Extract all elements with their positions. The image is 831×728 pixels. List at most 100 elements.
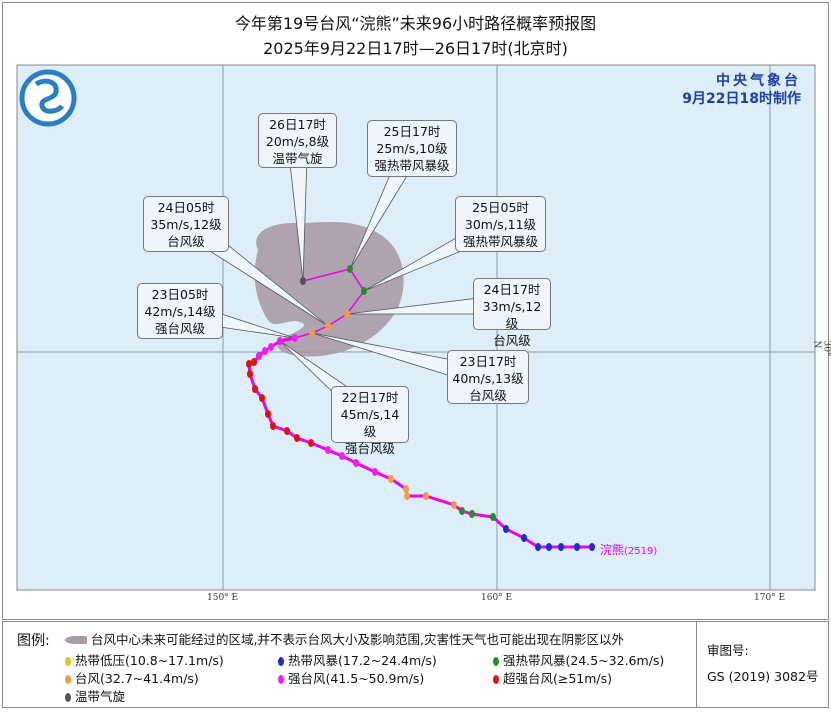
outer-frame: [2, 2, 829, 620]
forecast-label: 25日05时 30m/s,11级 强热带风暴级: [455, 196, 546, 252]
track-point-typhoon: [423, 492, 429, 500]
track-point-typhoon: [451, 501, 457, 509]
lon-label: 150° E: [207, 593, 239, 603]
probability-area-icon: [65, 636, 87, 644]
legend: 图例: 台风中心未来可能经过的区域,并不表示台风大小及影响范围,灾害性天气也可能…: [2, 621, 829, 708]
track-point-super-typhoon: [259, 394, 265, 402]
track-point-typhoon: [344, 310, 350, 318]
legend-item: 强热带风暴(24.5~32.6m/s): [493, 650, 664, 669]
forecast-label: 25日17时 25m/s,10级 强热带风暴级: [367, 120, 457, 177]
forecast-label-level: 强热带风暴级: [374, 158, 450, 173]
legend-item: 台风(32.7~41.4m/s): [65, 668, 199, 687]
track-point-super-typhoon: [251, 358, 257, 366]
legend-item: 超强台风(≥51m/s): [493, 668, 612, 687]
track-point-typhoon: [325, 322, 331, 330]
map-title: 今年第19号台风“浣熊”未来96小时路径概率预报图: [234, 14, 597, 33]
track-point-super-typhoon: [308, 439, 314, 447]
forecast-label-level: 强台风级: [154, 321, 205, 336]
track-point-super-typhoon: [284, 427, 290, 435]
track-point-severe-typhoon: [277, 337, 283, 345]
track-point-severe-typhoon: [339, 452, 345, 460]
legend-item: 热带风暴(17.2~24.4m/s): [278, 650, 437, 669]
forecast-label-level: 台风级: [469, 388, 507, 403]
track-point-typhoon: [388, 475, 394, 483]
legend-item-label: 超强台风(≥51m/s): [503, 671, 613, 686]
forecast-label-level: 台风级: [167, 234, 205, 249]
track-point-super-typhoon: [247, 370, 253, 378]
typhoon-code: (2519): [624, 546, 658, 557]
typhoon-name-label: 浣熊(2519): [600, 541, 657, 558]
forecast-label: 23日05时 42m/s,14级 强台风级: [137, 283, 223, 339]
review-label: 审图号:: [707, 643, 749, 658]
issuer-name: 中央气象台: [716, 73, 801, 89]
legend-item-label: 热带低压(10.8~17.1m/s): [75, 653, 224, 668]
legend-item-label: 强台风(41.5~50.9m/s): [288, 671, 425, 686]
track-point-tropical-storm: [574, 543, 580, 551]
track-point-severe-typhoon: [325, 446, 331, 454]
forecast-label: 22日17时 45m/s,14级强台风级: [331, 386, 409, 456]
track-point-severe-typhoon: [262, 347, 268, 355]
forecast-label-time: 26日17时: [269, 117, 326, 132]
forecast-label-time: 25日17时: [383, 124, 441, 139]
typhoon-name: 浣熊: [600, 543, 625, 557]
track-point-tropical-storm: [546, 543, 552, 551]
track-point-severe-tropical-storm: [347, 265, 353, 273]
track-point-severe-tropical-storm: [490, 513, 496, 521]
legend-title: 图例:: [17, 633, 50, 649]
typhoon-track: [246, 265, 595, 551]
typhoon-symbol-icon: [65, 693, 71, 702]
forecast-label: 24日17时 33m/s,12级台风级: [473, 278, 551, 348]
forecast-label-time: 22日17时: [341, 390, 399, 405]
lon-label: 160° E: [481, 593, 513, 603]
forecast-label-wind: 33m/s,12级: [482, 299, 542, 331]
typhoon-symbol-icon: [65, 657, 71, 666]
track-point-severe-tropical-storm: [469, 510, 475, 518]
forecast-label: 26日17时 20m/s,8级 温带气旋: [258, 113, 337, 168]
track-point-severe-tropical-storm: [459, 507, 465, 515]
legend-item: 强台风(41.5~50.9m/s): [278, 668, 424, 687]
typhoon-symbol-icon: [493, 657, 499, 666]
track-point-severe-typhoon: [256, 352, 262, 360]
legend-item: 温带气旋: [65, 686, 125, 705]
forecast-label-level: 强台风级: [344, 441, 395, 456]
issue-time: 9月22日18时制作: [682, 91, 801, 107]
forecast-label-wind: 20m/s,8级: [265, 134, 330, 149]
legend-item-label: 强热带风暴(24.5~32.6m/s): [503, 653, 665, 668]
forecast-label-wind: 45m/s,14级: [340, 407, 400, 439]
track-point-typhoon: [309, 329, 315, 337]
track-point-tropical-storm: [558, 543, 564, 551]
forecast-label-time: 24日05时: [157, 200, 215, 215]
forecast-label-level: 温带气旋: [272, 151, 323, 166]
track-point-tropical-storm: [521, 534, 527, 542]
probability-area: [254, 222, 404, 357]
forecast-label-level: 台风级: [493, 333, 531, 348]
cma-logo-icon: [19, 69, 77, 127]
forecast-label: 23日17时 40m/s,13级 台风级: [447, 350, 529, 404]
track-point-severe-typhoon: [353, 459, 359, 467]
legend-item-label: 温带气旋: [75, 689, 126, 704]
map-subtitle: 2025年9月22日17时—26日17时(北京时): [263, 39, 568, 58]
track-point-tropical-storm: [535, 543, 541, 551]
legend-item-label: 热带风暴(17.2~24.4m/s): [288, 653, 437, 668]
forecast-label-time: 23日05时: [151, 287, 209, 302]
forecast-label-wind: 40m/s,13级: [452, 371, 524, 386]
lat-label: 30° N: [811, 340, 831, 357]
typhoon-symbol-icon: [278, 657, 284, 666]
track-point-super-typhoon: [246, 360, 252, 368]
track-point-tropical-storm: [503, 525, 509, 533]
forecast-label-time: 24日17时: [483, 282, 541, 297]
track-point-super-typhoon: [252, 385, 258, 393]
track-point-severe-typhoon: [292, 334, 298, 342]
track-point-tropical-storm: [589, 543, 595, 551]
legend-probability-area: 台风中心未来可能经过的区域,并不表示台风大小及影响范围,灾害性天气也可能出现在阴…: [65, 629, 624, 648]
typhoon-symbol-icon: [493, 675, 499, 684]
forecast-label-time: 23日17时: [459, 354, 517, 369]
review-block: 审图号: GS (2019) 3082号: [696, 622, 829, 707]
track-point-typhoon: [404, 492, 410, 500]
review-number: GS (2019) 3082号: [707, 669, 819, 684]
typhoon-symbol-icon: [65, 675, 71, 684]
track-point-typhoon: [403, 485, 409, 493]
track-point-extratropical: [300, 277, 306, 285]
forecast-label-wind: 35m/s,12级: [150, 217, 222, 232]
